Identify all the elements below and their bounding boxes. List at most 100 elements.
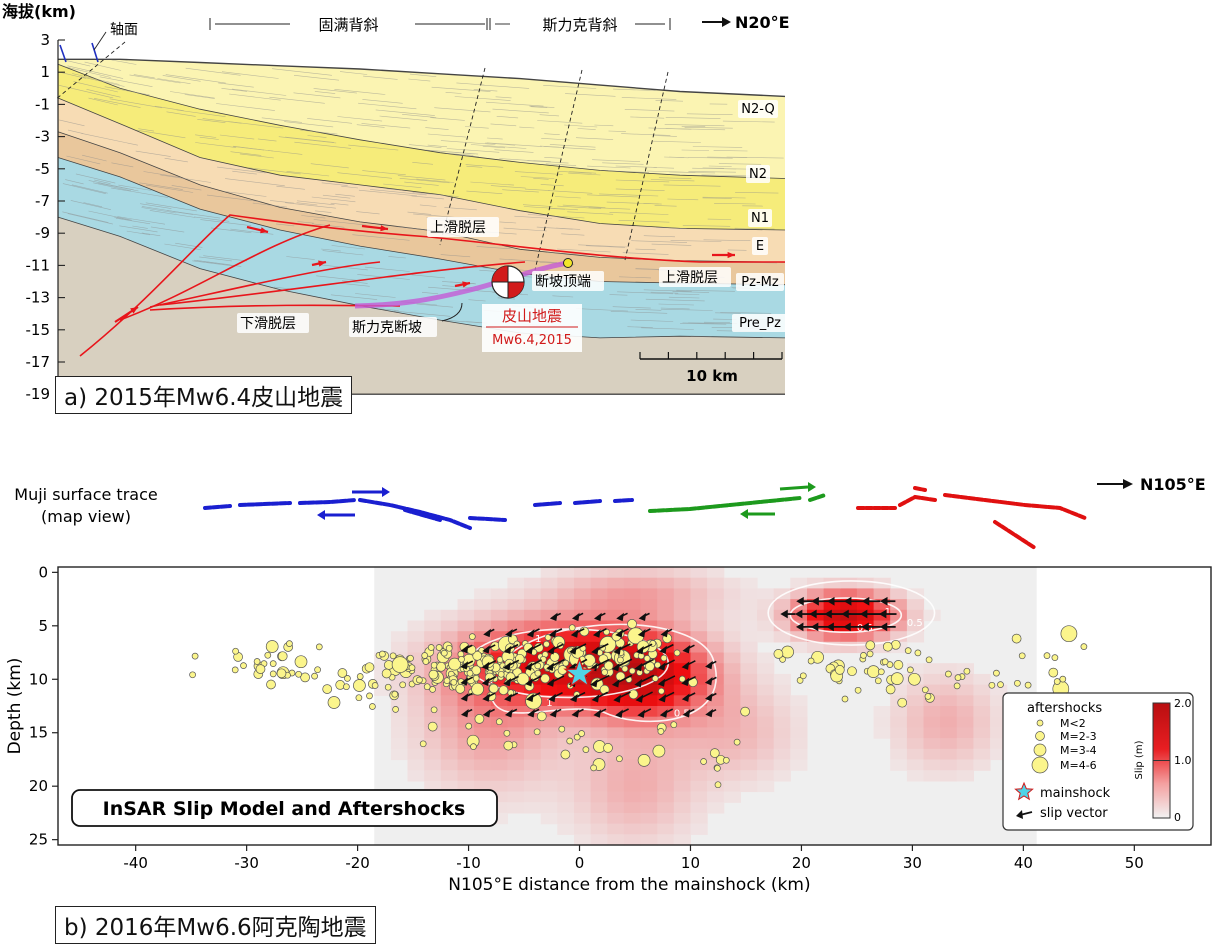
anticline-2-label: 斯力克背斜 bbox=[542, 16, 617, 34]
bedding-stroke bbox=[330, 202, 349, 206]
aftershock-marker bbox=[1024, 681, 1032, 689]
slip-cell bbox=[707, 620, 725, 632]
slip-cell bbox=[507, 748, 525, 761]
slip-cell bbox=[407, 706, 425, 718]
bedding-stroke bbox=[362, 99, 403, 104]
slip-vector-head bbox=[482, 693, 490, 702]
slip-cell bbox=[723, 791, 741, 803]
aftershock-marker bbox=[945, 670, 952, 678]
slip-cell bbox=[856, 577, 875, 589]
slip-cell bbox=[524, 620, 542, 632]
slip-vector-head bbox=[657, 678, 666, 687]
bedding-stroke bbox=[135, 150, 171, 157]
slip-cell bbox=[690, 641, 708, 654]
bedding-stroke bbox=[293, 92, 341, 99]
bedding-stroke bbox=[692, 146, 743, 148]
slip-cell bbox=[723, 759, 741, 771]
bedding-stroke bbox=[412, 192, 459, 197]
slip-cell bbox=[474, 770, 492, 782]
aftershock-marker bbox=[266, 679, 276, 690]
bedding-stroke bbox=[232, 170, 257, 175]
slip-cell bbox=[906, 759, 925, 771]
slip-cell bbox=[640, 748, 658, 761]
slip-vector-head bbox=[879, 622, 888, 632]
bedding-stroke bbox=[356, 124, 385, 128]
layer-boundary bbox=[57, 63, 786, 179]
slip-cell bbox=[890, 716, 908, 728]
bedding-stroke bbox=[643, 235, 676, 238]
bedding-stroke bbox=[94, 179, 111, 184]
slip-cell bbox=[790, 588, 808, 600]
bedding-stroke bbox=[150, 226, 185, 233]
slip-cell bbox=[790, 738, 808, 750]
bedding-stroke bbox=[83, 202, 103, 208]
unit-label-bg bbox=[748, 209, 772, 227]
slip-vector-head bbox=[526, 693, 534, 703]
bedding-stroke bbox=[446, 153, 474, 156]
slip-cell bbox=[757, 695, 775, 707]
slip-vector-head bbox=[613, 694, 622, 703]
slip-cell bbox=[374, 673, 392, 686]
strike-slip-arrow-head bbox=[382, 487, 390, 497]
bedding-stroke bbox=[217, 166, 266, 174]
quake-magnitude: Mw6.4,2015 bbox=[492, 333, 572, 348]
slip-cell bbox=[640, 834, 658, 846]
bedding-stroke bbox=[473, 89, 498, 92]
focal-quadrant bbox=[492, 266, 508, 282]
slip-cell bbox=[540, 812, 558, 825]
aftershock-marker bbox=[549, 652, 560, 662]
slip-cell bbox=[474, 620, 492, 632]
slip-cell bbox=[574, 567, 592, 579]
slip-cell bbox=[407, 663, 425, 675]
bedding-stroke bbox=[160, 174, 211, 183]
slip-vector-head bbox=[527, 709, 535, 718]
slip-cell bbox=[623, 588, 642, 600]
bedding-stroke bbox=[285, 202, 336, 209]
bedding-stroke bbox=[143, 171, 182, 178]
slip-cell bbox=[740, 759, 758, 771]
aftershock-marker bbox=[637, 754, 651, 767]
x-tick-label: 20 bbox=[792, 854, 811, 872]
bedding-stroke bbox=[416, 178, 455, 183]
bedding-stroke bbox=[65, 66, 111, 78]
aftershock-marker bbox=[191, 652, 199, 660]
slip-cell bbox=[557, 641, 575, 654]
slip-cell bbox=[940, 663, 958, 675]
focal-quadrant bbox=[508, 282, 524, 298]
bedding-stroke bbox=[533, 178, 549, 180]
bedding-stroke bbox=[352, 234, 410, 241]
bedding-stroke bbox=[609, 294, 628, 296]
bedding-stroke bbox=[99, 76, 153, 87]
legend-slip-vector-head bbox=[1016, 810, 1023, 819]
bedding-stroke bbox=[454, 154, 479, 157]
slip-cell bbox=[773, 770, 791, 782]
bedding-stroke bbox=[520, 176, 555, 179]
slip-vector-head bbox=[547, 646, 555, 655]
bedding-stroke bbox=[650, 179, 695, 182]
slip-cell bbox=[524, 652, 542, 664]
aftershock-marker bbox=[560, 749, 571, 760]
aftershock-marker bbox=[471, 665, 482, 676]
bedding-stroke bbox=[66, 155, 101, 165]
aftershock-marker bbox=[497, 670, 505, 678]
slip-vector-head bbox=[482, 709, 491, 718]
bedding-stroke bbox=[268, 150, 303, 155]
bedding-stroke bbox=[394, 310, 451, 317]
bedding-stroke bbox=[397, 175, 446, 181]
aftershock-marker bbox=[495, 718, 503, 726]
slip-cell bbox=[407, 770, 425, 782]
slip-cell bbox=[590, 727, 608, 739]
slip-cell bbox=[790, 716, 808, 728]
strike-slip-arrow-head bbox=[317, 510, 325, 520]
aftershock-marker bbox=[643, 655, 651, 662]
slip-cell bbox=[707, 684, 725, 696]
aftershock-marker bbox=[890, 672, 904, 685]
bedding-stroke bbox=[610, 311, 668, 314]
slip-cell bbox=[773, 759, 791, 771]
slip-vector-head bbox=[682, 645, 691, 654]
slip-cell bbox=[723, 631, 741, 643]
bedding-stroke bbox=[562, 204, 606, 208]
legend-box bbox=[1002, 692, 1194, 831]
slip-cell bbox=[940, 738, 958, 750]
aftershock-marker bbox=[1011, 633, 1022, 644]
